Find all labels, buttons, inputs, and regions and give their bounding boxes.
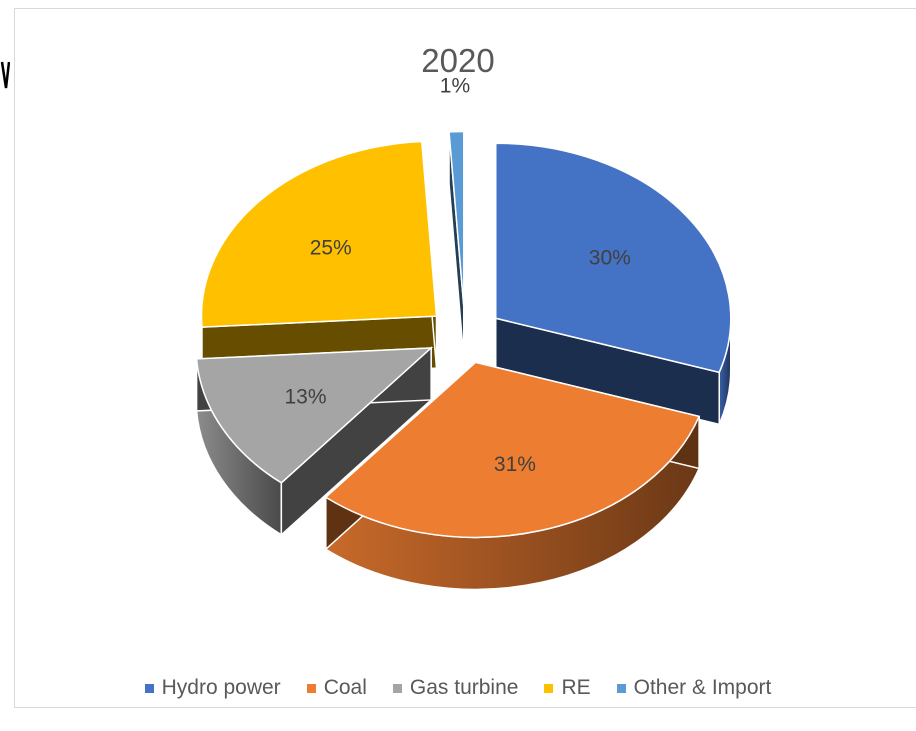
legend-swatch-other-import — [616, 683, 626, 693]
chart-frame — [14, 8, 916, 708]
data-label-coal: 31% — [494, 453, 536, 476]
slice-gas-turbine — [195, 346, 434, 537]
legend-item-other-import: Other & Import — [616, 676, 772, 700]
data-label-re: 25% — [310, 237, 352, 260]
data-label-other-import: 1% — [440, 75, 470, 98]
legend-item-hydro-power: Hydro power — [144, 676, 281, 700]
legend-swatch-hydro-power — [144, 683, 154, 693]
slice-other-import — [448, 130, 465, 359]
legend: Hydro power Coal Gas turbine RE Other & Impo… — [0, 676, 916, 700]
data-label-hydro-power: 30% — [589, 247, 631, 270]
legend-item-coal: Coal — [306, 676, 367, 700]
legend-label-gas-turbine: Gas turbine — [409, 676, 519, 699]
slice-coal — [324, 360, 701, 591]
legend-item-re: RE — [544, 676, 591, 700]
legend-swatch-re — [544, 683, 554, 693]
legend-label-coal: Coal — [323, 676, 367, 699]
legend-swatch-gas-turbine — [392, 683, 402, 693]
legend-swatch-coal — [306, 683, 316, 693]
legend-label-hydro-power: Hydro power — [161, 676, 281, 699]
slice-top-other-import — [448, 130, 465, 307]
legend-label-re: RE — [561, 676, 591, 699]
chart-title: 2020 — [421, 42, 495, 79]
slice-top-re — [200, 140, 438, 328]
data-label-gas-turbine: 13% — [284, 386, 326, 409]
legend-label-other-import: Other & Import — [633, 676, 772, 699]
slice-hydro-power — [494, 142, 732, 426]
legend-item-gas-turbine: Gas turbine — [392, 676, 519, 700]
slice-top-gas-turbine — [195, 347, 434, 484]
slice-top-coal — [324, 361, 701, 539]
edge-fragment — [0, 61, 10, 89]
slice-top-hydro-power — [494, 142, 732, 374]
slice-re — [200, 140, 438, 380]
